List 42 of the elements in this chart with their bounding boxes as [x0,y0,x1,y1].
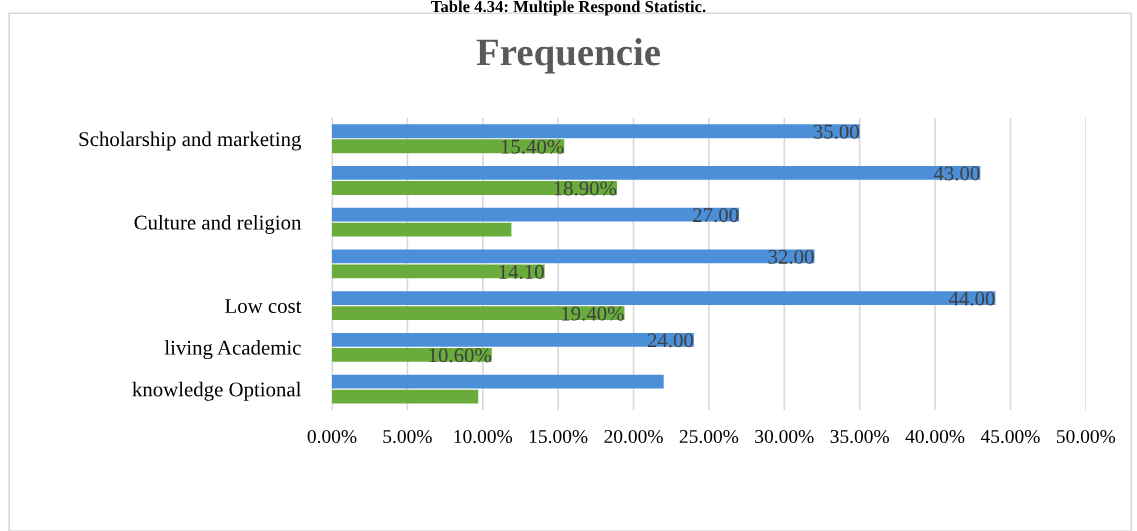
y-tick-label: knowledge Optional [132,381,302,401]
x-tick-label: 45.00% [980,429,1040,444]
bar [332,249,815,264]
data-label: 10.60% [429,348,492,363]
data-label: 32.00 [768,249,814,264]
bar [332,166,981,180]
data-label: 14.10 [499,264,544,279]
x-tick-label: 25.00% [679,429,739,444]
x-tick-label: 10.00% [454,429,513,444]
bar [332,306,625,321]
bar [332,291,996,306]
x-tick-label: 40.00% [905,429,965,444]
chart-title: Frequencie [476,38,661,74]
data-label: 35.00 [813,124,859,139]
x-tick-label: 30.00% [755,429,814,444]
x-tick-label: 0.00% [307,429,357,444]
data-label: 15.40% [501,139,564,154]
x-tick-label: 15.00% [529,429,588,444]
bar [332,374,664,389]
x-tick-label: 20.00% [604,429,663,444]
bar [332,347,492,362]
y-tick-label: Scholarship and marketing [79,131,302,151]
y-tick-label: living Academic [164,340,301,360]
data-label: 44.00 [948,291,995,306]
caption: Table 4.34: Multiple Respond Statistic. [431,0,706,16]
bar [332,332,694,347]
x-tick-label: 50.00% [1056,429,1116,444]
data-label: 24.00 [647,333,694,348]
data-label: 27.00 [693,208,739,223]
bar [332,139,565,154]
bar [332,124,860,139]
bar [332,222,512,237]
data-label: 18.90% [554,181,617,196]
x-tick-label: 5.00% [383,429,432,444]
y-tick-label: Culture and religion [134,214,302,234]
bar [332,181,617,195]
x-tick-label: 35.00% [830,429,889,444]
bar [332,389,479,404]
bar [332,207,740,222]
y-tick-label: Low cost [225,299,302,314]
data-label: 19.40% [562,306,624,321]
data-label: 43.00 [933,166,980,181]
